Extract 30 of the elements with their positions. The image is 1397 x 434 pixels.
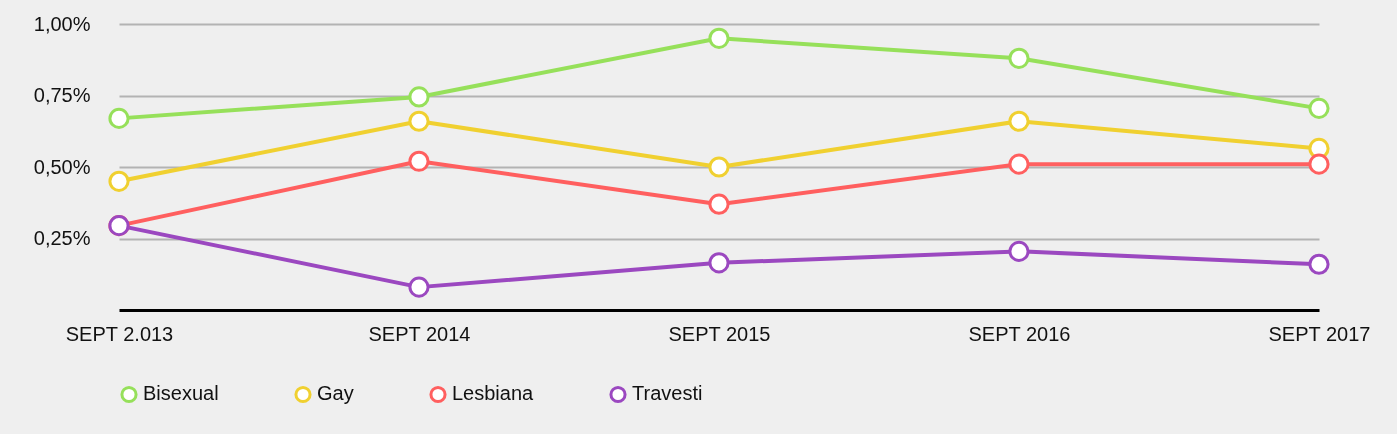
point xyxy=(708,27,730,49)
point xyxy=(1008,240,1030,262)
x-tick-label: SEPT 2016 xyxy=(968,322,1071,345)
legend-label: Travesti xyxy=(632,382,703,405)
y-tick-label: 0,50% xyxy=(33,155,91,178)
point xyxy=(1308,97,1330,119)
point xyxy=(708,193,730,215)
point xyxy=(408,86,430,108)
point xyxy=(408,110,430,132)
point xyxy=(1008,47,1030,69)
legend-label: Lesbiana xyxy=(452,382,535,405)
y-tick-label: 0,75% xyxy=(33,84,91,106)
x-tick-label: SEPT 2015 xyxy=(668,322,771,345)
point xyxy=(108,170,130,192)
point xyxy=(1308,253,1330,275)
y-tick-label: 0,25% xyxy=(33,227,91,249)
x-tick-label: SEPT 2017 xyxy=(1268,322,1371,345)
point xyxy=(1008,153,1030,175)
point xyxy=(708,156,730,178)
point xyxy=(1008,110,1030,132)
point xyxy=(408,276,430,298)
x-tick-label: SEPT 2014 xyxy=(368,322,471,345)
y-tick-label: 1,00% xyxy=(33,12,91,35)
point xyxy=(408,150,430,172)
legend-label: Gay xyxy=(317,382,354,405)
point xyxy=(1308,153,1330,175)
x-tick-label: SEPT 2.013 xyxy=(65,322,174,345)
legend-label: Bisexual xyxy=(143,382,219,405)
point xyxy=(708,252,730,274)
point xyxy=(108,107,130,129)
